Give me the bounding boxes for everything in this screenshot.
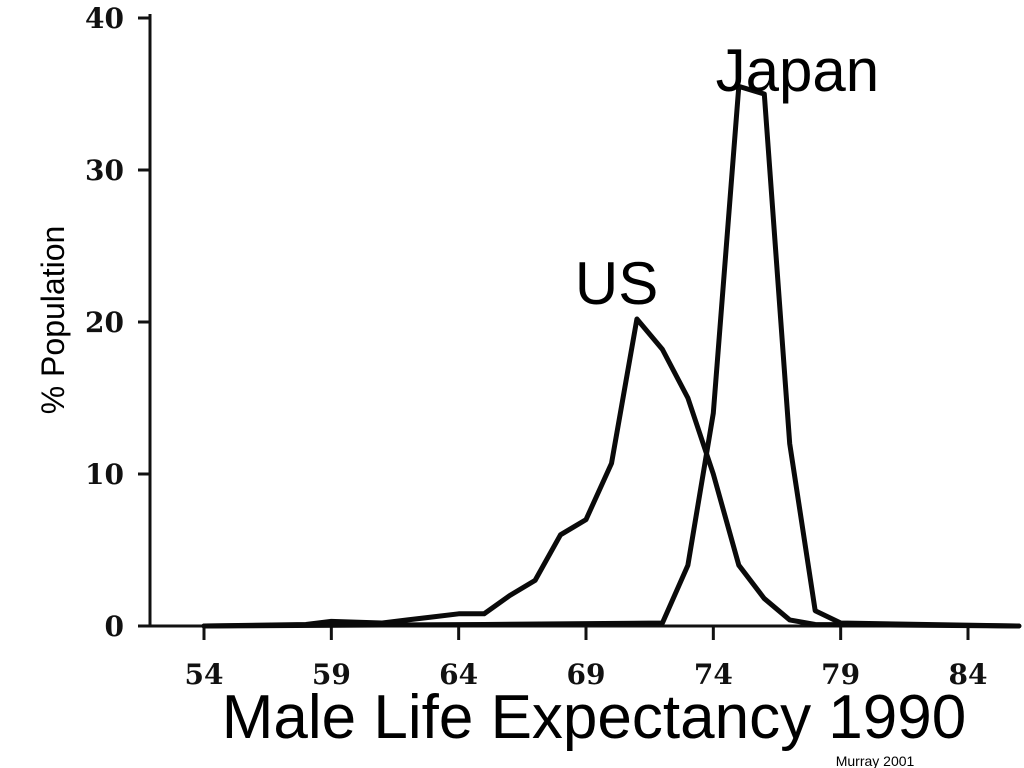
x-tick-label: 84 — [949, 658, 988, 691]
y-tick-label: 30 — [85, 154, 124, 187]
series-label-japan: Japan — [716, 37, 879, 104]
series-line-japan — [201, 83, 1022, 629]
series-label-us: US — [575, 250, 658, 317]
x-tick-label: 74 — [694, 658, 733, 691]
x-tick-label: 54 — [185, 658, 224, 691]
y-tick-label: 10 — [85, 458, 124, 491]
x-tick-label: 69 — [567, 658, 606, 691]
chart-title: Male Life Expectancy 1990 — [222, 683, 966, 752]
y-tick-label: 40 — [85, 2, 124, 35]
series-line-us — [201, 316, 1022, 629]
x-tick-label: 79 — [821, 658, 860, 691]
series-annotations: Japan US — [575, 37, 879, 317]
series-lines — [201, 83, 1022, 629]
x-ticks: 54 59 64 69 74 79 84 — [185, 626, 988, 691]
source-credit: Murray 2001 — [836, 753, 915, 768]
y-ticks: 0 10 20 30 40 — [85, 2, 150, 643]
chart-axes — [148, 14, 1020, 628]
x-tick-label: 64 — [439, 658, 478, 691]
y-tick-label: 0 — [105, 610, 124, 643]
y-tick-label: 20 — [85, 306, 124, 339]
y-axis-label: % Population — [35, 226, 71, 415]
x-tick-label: 59 — [312, 658, 351, 691]
